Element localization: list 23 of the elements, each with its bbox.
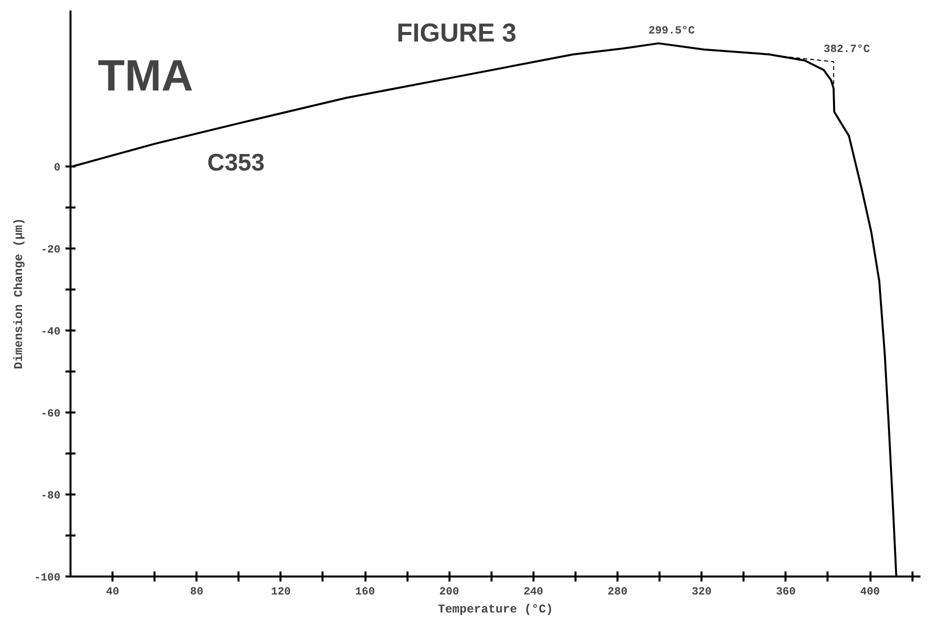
chart-title: FIGURE 3 [396,17,517,48]
x-tick-label: 280 [608,586,628,598]
x-tick-label: 40 [106,586,120,598]
annotation: C353 [207,150,265,177]
annotation: TMA [98,52,194,101]
x-tick-label: 240 [523,586,544,598]
y-tick-label: -60 [40,408,61,420]
annotation: 382.7°C [824,44,870,56]
x-tick-label: 320 [692,586,712,598]
y-tick-label: -40 [40,326,61,338]
x-tick-label: 120 [270,586,291,598]
y-tick-label: 0 [54,162,61,174]
x-tick-label: 400 [860,586,880,598]
y-axis-title: Dimension Change (µm) [12,218,26,370]
y-tick-label: -80 [40,490,61,502]
x-tick-label: 360 [776,586,796,598]
annotation: 299.5°C [648,25,696,38]
x-tick-label: 200 [439,586,460,598]
x-tick-label: 160 [355,586,375,598]
x-axis-title: Temperature (°C) [438,602,554,616]
x-tick-label: 80 [190,586,204,598]
y-tick-label: -100 [34,572,60,584]
y-tick-label: -20 [40,244,61,256]
